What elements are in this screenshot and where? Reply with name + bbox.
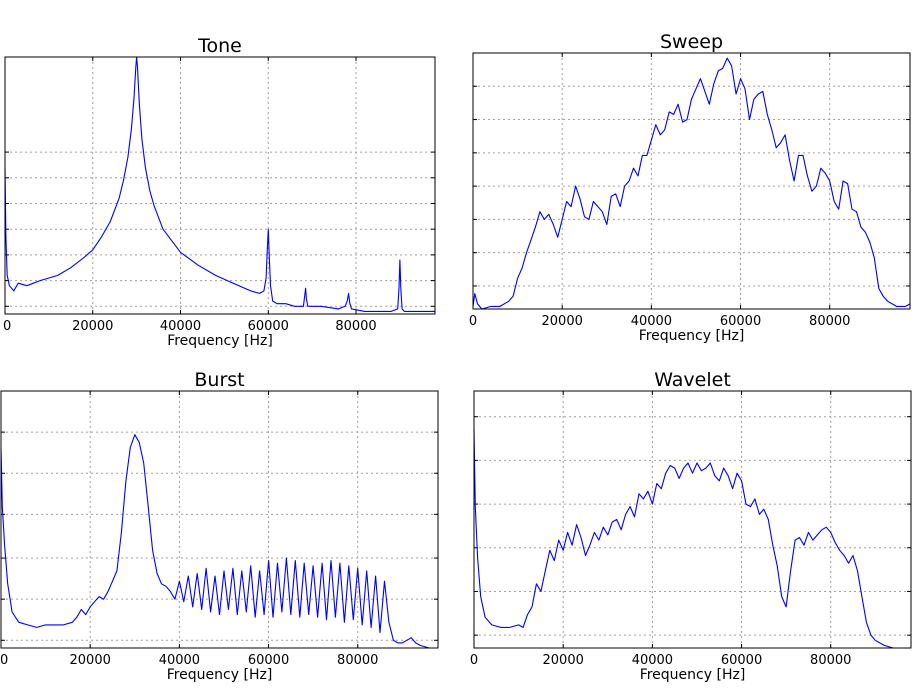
x-tick-label: 0 xyxy=(469,314,477,329)
series-line xyxy=(0,434,438,649)
x-tick-label: 80000 xyxy=(335,319,376,334)
plot-frame xyxy=(473,390,912,649)
x-tick-label: 20000 xyxy=(72,319,113,334)
series-line xyxy=(473,429,911,649)
chart-title: Wavelet xyxy=(654,369,731,391)
chart-title: Sweep xyxy=(660,31,723,53)
x-tick-label: 20000 xyxy=(543,653,584,668)
x-axis-label: Frequency [Hz] xyxy=(640,667,746,683)
series-line xyxy=(4,56,435,312)
x-tick-label: 0 xyxy=(470,653,478,668)
x-tick-label: 20000 xyxy=(542,314,583,329)
x-tick-label: 80000 xyxy=(809,314,850,329)
x-tick-label: 80000 xyxy=(337,653,378,668)
series-line xyxy=(472,57,911,310)
panel-sweep: 0 20000 40000 60000 80000 Sweep Frequency [Hz] xyxy=(469,31,911,344)
x-tick-label: 80000 xyxy=(810,653,851,668)
x-tick-label: 60000 xyxy=(720,314,761,329)
x-tick-label: 40000 xyxy=(632,653,673,668)
panel-wavelet: 0 20000 40000 60000 80000 Wavelet Frequency [H… xyxy=(470,369,912,683)
x-axis-label: Frequency [Hz] xyxy=(167,333,273,349)
x-tick-label: 40000 xyxy=(631,314,672,329)
x-tick-label: 60000 xyxy=(248,319,289,334)
x-tick-label: 60000 xyxy=(248,653,289,668)
x-tick-label: 40000 xyxy=(159,653,200,668)
panel-burst: 0 20000 40000 60000 80000 Burst Frequency [Hz] xyxy=(0,369,439,683)
panel-tone: 0 20000 40000 60000 80000 Tone Frequency [Hz] xyxy=(3,35,436,349)
x-axis-label: Frequency [Hz] xyxy=(639,328,745,344)
x-tick-label: 40000 xyxy=(160,319,201,334)
x-axis-label: Frequency [Hz] xyxy=(167,667,273,683)
chart-title: Tone xyxy=(197,35,242,57)
plot-frame xyxy=(4,56,436,315)
plot-frame xyxy=(0,390,439,649)
plot-frame xyxy=(472,52,911,310)
x-tick-label: 0 xyxy=(0,653,8,668)
chart-title: Burst xyxy=(194,369,244,391)
x-tick-label: 60000 xyxy=(721,653,762,668)
x-tick-label: 20000 xyxy=(70,653,111,668)
x-tick-label: 0 xyxy=(3,319,11,334)
